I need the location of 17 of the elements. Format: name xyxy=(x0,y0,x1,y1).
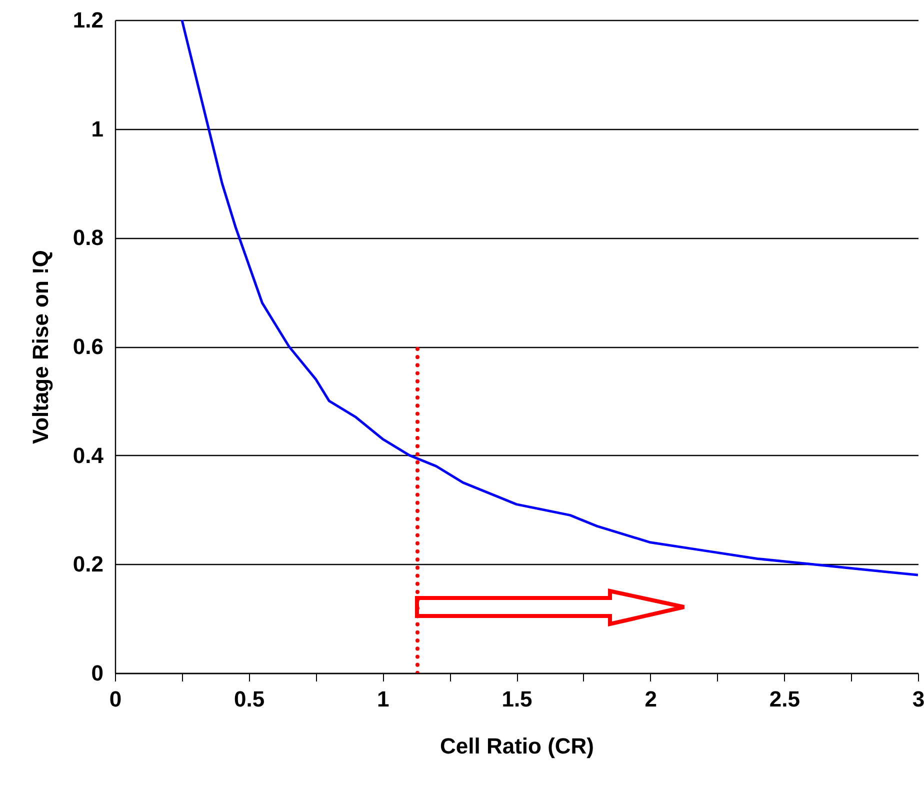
x-axis-title: Cell Ratio (CR) xyxy=(440,734,594,758)
x-tick-label: 0.5 xyxy=(234,686,265,712)
y-tick-label: 0.4 xyxy=(72,442,104,468)
line-series xyxy=(180,20,918,576)
y-tick-label: 0.8 xyxy=(72,225,104,250)
x-tick-label: 2 xyxy=(644,686,657,712)
x-tick-label: 2.5 xyxy=(769,686,800,712)
x-tick-label: 1 xyxy=(377,686,390,712)
y-axis-title: Voltage Rise on !Q xyxy=(28,250,53,444)
y-tick-label: 0 xyxy=(91,660,104,686)
x-tick-label: 3 xyxy=(912,686,924,712)
y-tick-label: 1 xyxy=(91,116,104,142)
y-tick-label: 1.2 xyxy=(72,8,104,32)
y-tick-label: 0.6 xyxy=(72,334,104,359)
x-tick-label: 0 xyxy=(109,686,122,712)
y-tick-label: 0.2 xyxy=(72,552,104,577)
x-tick-label: 1.5 xyxy=(502,686,532,712)
